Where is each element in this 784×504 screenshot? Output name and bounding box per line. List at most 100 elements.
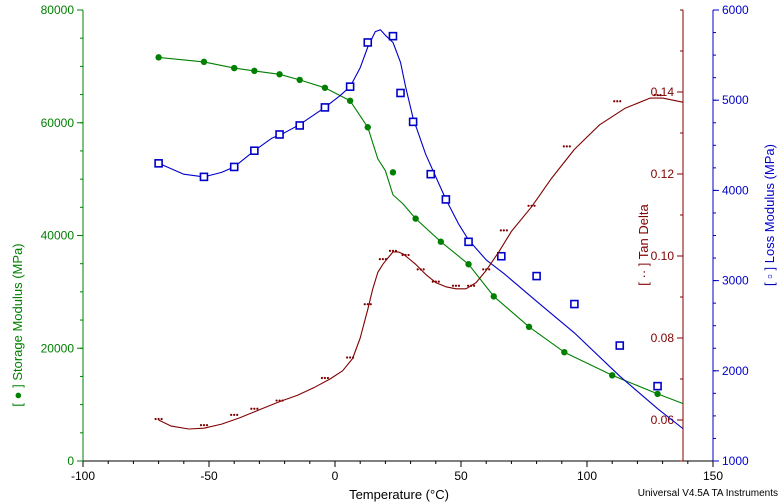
- tan-delta-point: [230, 413, 239, 416]
- loss-modulus-point: [275, 130, 284, 139]
- tan-delta-point-dot: [349, 356, 352, 359]
- tan-delta-point-dot: [562, 145, 565, 148]
- tan-delta-point: [154, 417, 163, 421]
- storage-modulus-point: [155, 54, 162, 61]
- tan-delta-point-dot: [431, 280, 434, 283]
- storage-modulus-point: [346, 97, 354, 104]
- loss-modulus-point: [345, 82, 355, 91]
- tan-delta-line: [158, 97, 683, 430]
- loss-modulus-point: [363, 38, 373, 47]
- loss-modulus-tick-label: 4000: [722, 183, 749, 197]
- tan-delta-point-dot: [281, 399, 284, 402]
- tan-delta-point-dot: [278, 399, 281, 402]
- loss-modulus-axis-label: [ ▫ ] Loss Modulus (MPa): [762, 144, 777, 286]
- tan-delta-point-dot: [407, 253, 410, 257]
- tan-delta-point-dot: [326, 376, 330, 380]
- tan-delta-tick-label: 0.08: [651, 331, 675, 345]
- tan-delta-point-dot: [320, 376, 324, 380]
- tan-delta-point: [363, 303, 372, 306]
- loss-modulus-point: [396, 88, 405, 98]
- tan-delta-point: [320, 376, 330, 380]
- storage-modulus-point: [561, 348, 568, 356]
- tan-delta-point-dot: [422, 268, 425, 271]
- tan-delta-point-dot: [568, 145, 571, 148]
- loss-modulus-point: [229, 162, 239, 172]
- tan-delta-point-dot: [378, 258, 381, 261]
- tan-delta-point-dot: [366, 303, 369, 306]
- x-tick-label: 100: [577, 469, 597, 483]
- tan-delta-tick-label: 0.14: [651, 85, 675, 99]
- tan-delta-point-dot: [434, 280, 437, 283]
- tan-delta-point-dot: [205, 424, 209, 427]
- storage-modulus-tick-label: 60000: [41, 116, 75, 130]
- storage-modulus-axis-label: [ ● ] Storage Modulus (MPa): [10, 243, 25, 406]
- tan-delta-point-dot: [451, 284, 455, 287]
- tan-delta-point: [275, 399, 284, 402]
- loss-modulus-tick-label: 3000: [722, 274, 749, 288]
- tan-delta-point-dot: [404, 253, 407, 257]
- storage-modulus-point: [490, 293, 497, 300]
- storage-modulus-point: [412, 215, 419, 222]
- tan-delta-point-dot: [619, 100, 622, 103]
- tan-delta-point-dot: [394, 249, 398, 252]
- tan-delta-point-dot: [419, 268, 422, 271]
- loss-modulus-point: [497, 251, 506, 261]
- storage-modulus-point: [437, 238, 445, 245]
- loss-modulus-point: [570, 299, 579, 309]
- loss-modulus-point: [295, 121, 305, 130]
- tan-delta-point-dot: [416, 268, 419, 271]
- tan-delta-point: [562, 145, 571, 148]
- storage-modulus-tick-label: 80000: [41, 3, 75, 17]
- tan-delta-point: [482, 268, 491, 271]
- loss-modulus-point: [388, 31, 398, 41]
- tan-delta-point-dot: [530, 204, 533, 207]
- x-axis-label: Temperature (°C): [349, 487, 449, 502]
- x-tick-label: -100: [71, 469, 95, 483]
- tan-delta-point-dot: [527, 204, 530, 207]
- storage-modulus-point: [389, 169, 397, 176]
- tan-delta-point-dot: [384, 258, 387, 261]
- storage-modulus-point: [465, 261, 472, 268]
- tan-delta-point: [431, 280, 440, 283]
- tan-delta-point-dot: [157, 417, 160, 421]
- tan-delta-point: [451, 284, 461, 287]
- tan-delta-point-dot: [230, 413, 233, 416]
- tan-delta-point-dot: [616, 100, 619, 103]
- tan-delta-point-dot: [160, 417, 163, 421]
- tan-delta-tick-label: 0.12: [651, 167, 675, 181]
- tan-delta-point-dot: [659, 94, 662, 97]
- tan-delta-point-dot: [488, 268, 491, 271]
- loss-modulus-point: [464, 237, 473, 247]
- storage-modulus-point: [200, 58, 208, 66]
- tan-delta-point: [499, 229, 508, 232]
- tan-delta-point: [346, 356, 355, 359]
- loss-modulus-tick-label: 1000: [722, 454, 749, 468]
- loss-modulus-point: [154, 159, 163, 168]
- tan-delta-point: [527, 204, 536, 207]
- software-credit: Universal V4.5A TA Instruments: [638, 488, 778, 499]
- loss-modulus-point: [615, 341, 625, 350]
- x-tick-label: 0: [332, 469, 339, 483]
- tan-delta-point: [401, 253, 410, 257]
- tan-delta-point: [199, 424, 209, 427]
- labels-group: Temperature (°C) Universal V4.5A TA Inst…: [10, 144, 778, 502]
- storage-modulus-point: [654, 390, 661, 398]
- storage-modulus-point: [609, 372, 616, 379]
- loss-modulus-point: [653, 381, 662, 391]
- tan-delta-point-dot: [533, 204, 536, 207]
- tan-delta-point: [613, 100, 622, 103]
- loss-modulus-line: [158, 29, 684, 429]
- loss-modulus-point: [250, 146, 259, 156]
- tan-delta-point-dot: [469, 284, 473, 287]
- storage-modulus-line: [158, 56, 683, 405]
- tan-delta-point-dot: [233, 413, 236, 416]
- tan-delta-point-dot: [346, 356, 349, 359]
- storage-modulus-point: [276, 71, 283, 78]
- loss-modulus-tick-label: 6000: [722, 3, 749, 17]
- loss-modulus-point: [320, 103, 330, 112]
- tan-delta-tick-label: 0.10: [651, 249, 675, 263]
- tan-delta-point-dot: [454, 284, 458, 287]
- loss-modulus-point: [426, 169, 436, 179]
